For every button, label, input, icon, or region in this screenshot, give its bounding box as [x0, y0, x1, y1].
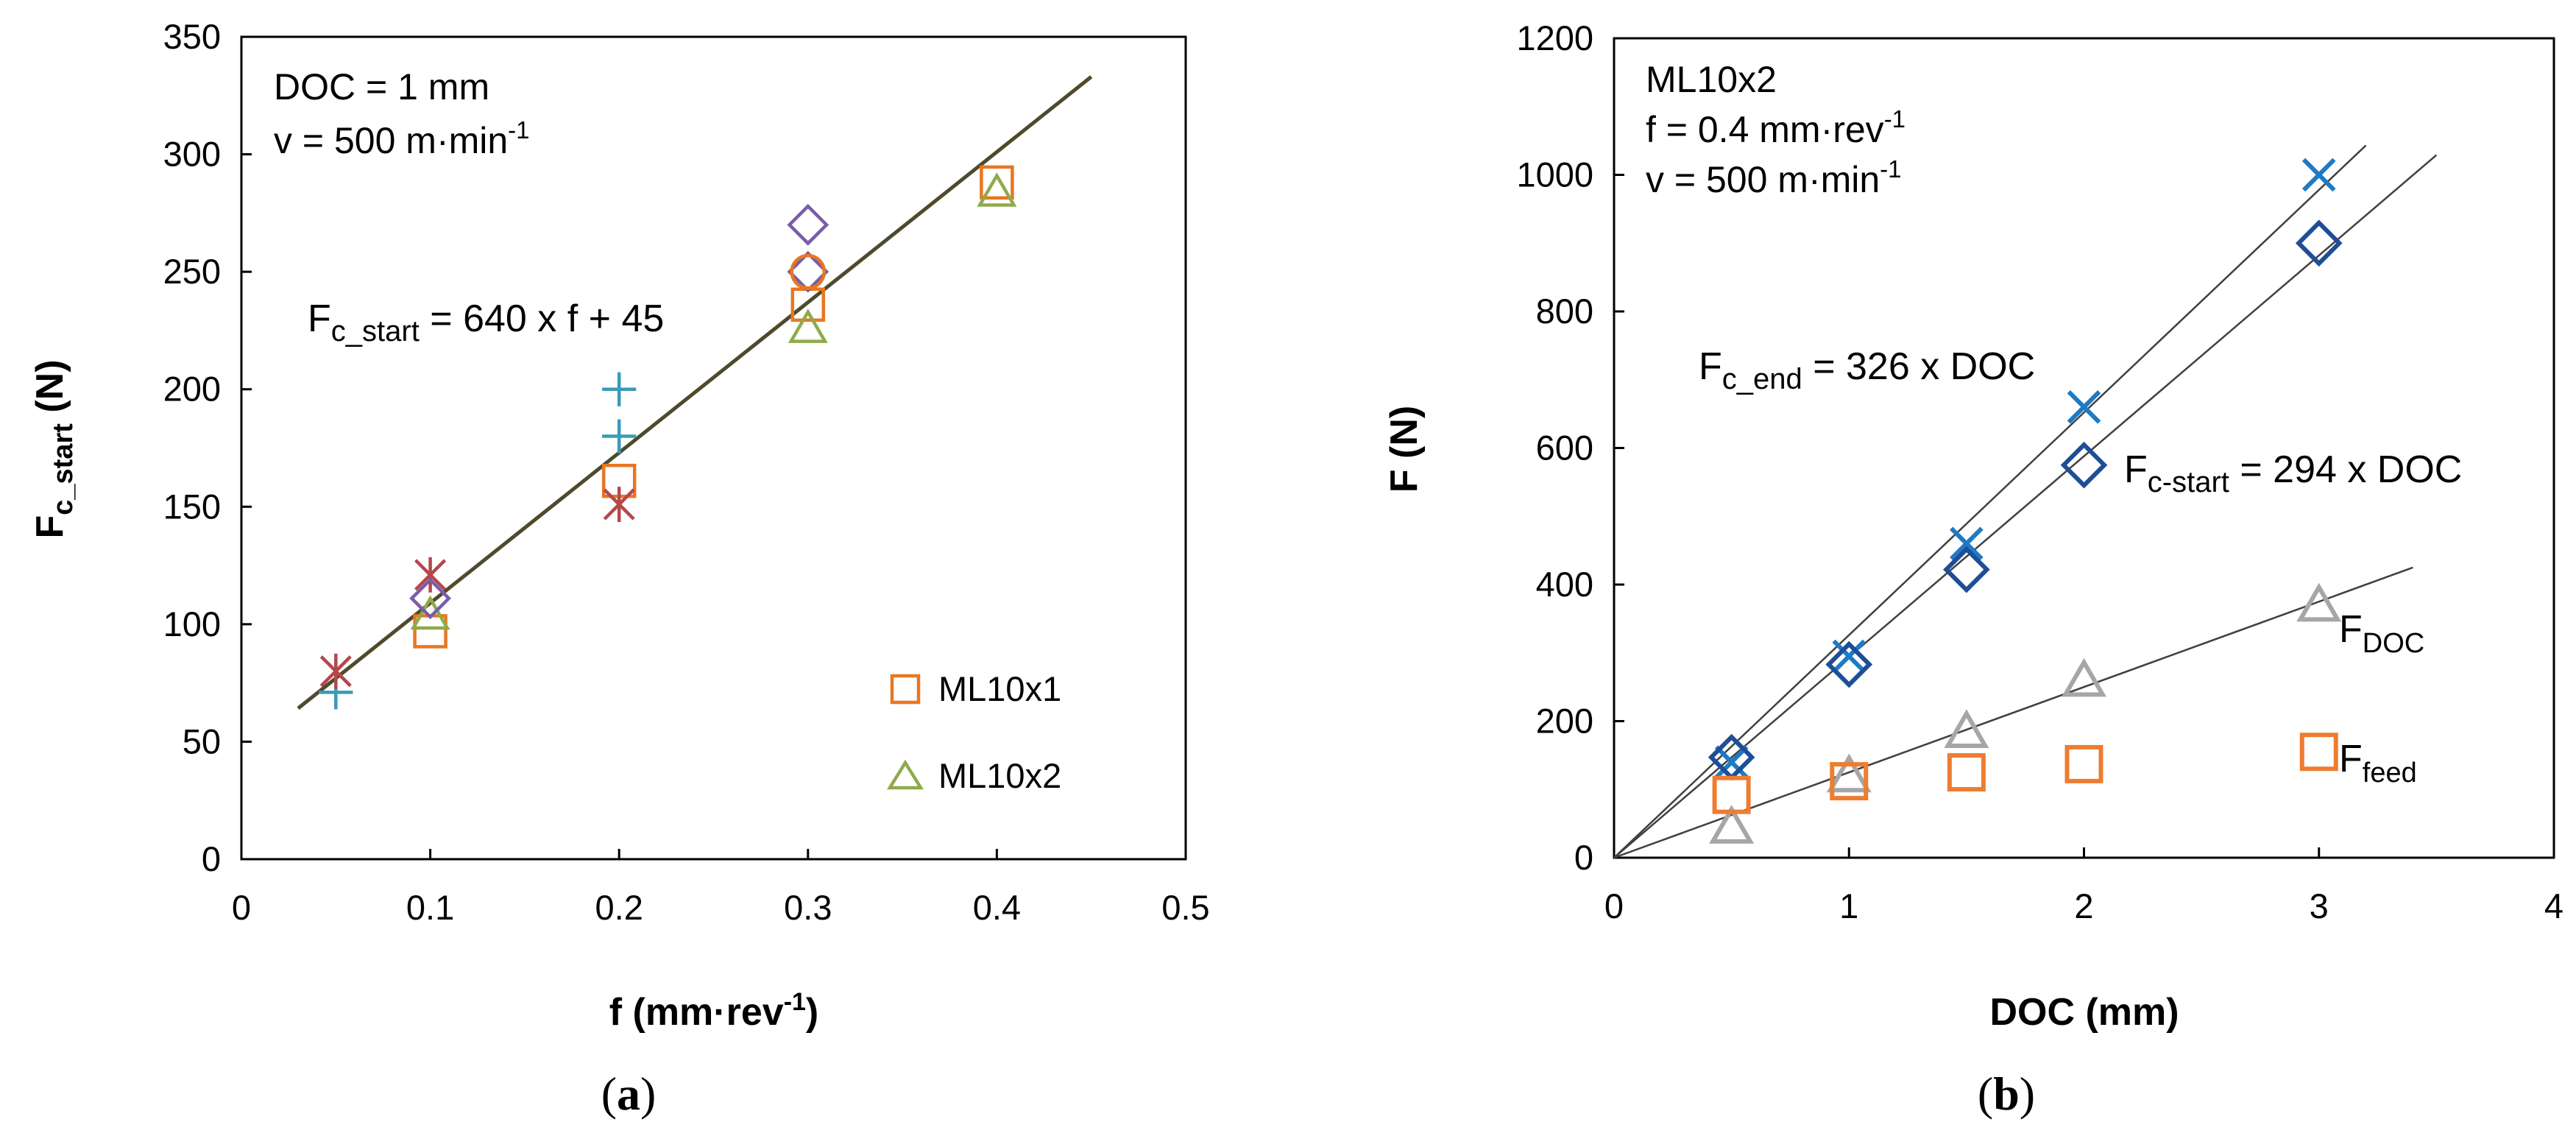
data-point-circle — [790, 253, 827, 290]
data-point-diamond — [1825, 641, 1873, 688]
panel-b-y-axis-title: F (N) — [1383, 406, 1426, 493]
data-point-diamond — [787, 203, 829, 246]
panel-b-equation-fc-start: Fc-start = 294 x DOC — [2124, 448, 2462, 498]
legend-label-ml10x2: ML10x2 — [938, 756, 1061, 795]
data-point-x — [2067, 390, 2101, 424]
fit-line-1 — [1613, 154, 2438, 858]
panel-a: 0 0.1 0.2 0.3 0.4 0.5 0 50 100 150 200 250 300 350 DO… — [29, 17, 1210, 1120]
panel-b: 0 1 2 3 4 0 200 400 600 800 1000 1200 ML10x2 f = 0.… — [1383, 18, 2563, 1120]
legend-label-ml10x1: ML10x1 — [938, 669, 1061, 708]
panel-b-annotation-material: ML10x2 — [1646, 59, 1777, 100]
data-point-triangle — [1709, 805, 1755, 844]
panel-a-markers — [319, 165, 1017, 710]
panel-b-markers — [1708, 158, 2343, 844]
data-point-x — [1832, 639, 1866, 674]
data-point-star — [603, 487, 635, 523]
x-tick-label: 3 — [2310, 886, 2329, 925]
data-point-square — [980, 165, 1014, 200]
panel-a-fit-equation: Fc_start = 640 x f + 45 — [308, 297, 664, 347]
series-label-f-doc: FDOC — [2339, 608, 2424, 659]
panel-a-ticks: 0 0.1 0.2 0.3 0.4 0.5 0 50 100 150 200 250 300 350 — [163, 17, 1210, 927]
y-tick-label: 600 — [1536, 428, 1593, 468]
data-point-plus — [602, 372, 637, 406]
data-point-square — [1830, 762, 1869, 801]
data-point-plus — [602, 419, 637, 454]
data-point-triangle — [788, 308, 828, 343]
data-point-star — [414, 557, 447, 593]
y-tick-label: 800 — [1536, 292, 1593, 331]
x-tick-label: 0 — [1604, 886, 1624, 925]
panel-a-plot-area — [240, 35, 1187, 861]
panel-b-x-axis-title: DOC (mm) — [1989, 991, 2179, 1034]
y-tick-label: 300 — [163, 135, 221, 174]
y-tick-label: 200 — [163, 370, 221, 409]
data-point-square — [1947, 753, 1986, 792]
y-tick-label: 400 — [1536, 565, 1593, 604]
x-tick-label: 0.3 — [784, 888, 832, 927]
series-label-f-feed: Ffeed — [2339, 738, 2417, 789]
data-point-diamond — [409, 577, 451, 620]
data-point-diamond — [2295, 219, 2343, 267]
legend-marker-ml10x1 — [890, 674, 921, 705]
y-tick-label: 0 — [1574, 838, 1593, 877]
y-tick-label: 1200 — [1516, 18, 1593, 57]
y-tick-label: 0 — [202, 839, 221, 878]
x-tick-label: 0.1 — [406, 888, 454, 927]
data-point-triangle — [1826, 753, 1872, 793]
x-tick-label: 0 — [232, 888, 251, 927]
panel-b-annotation-speed: v = 500 m·min-1 — [1646, 155, 1902, 200]
y-tick-label: 50 — [183, 722, 221, 761]
x-tick-label: 4 — [2544, 886, 2563, 925]
x-tick-label: 0.5 — [1161, 888, 1209, 927]
y-tick-label: 100 — [163, 604, 221, 643]
panel-a-y-axis-title: Fc_start (N) — [29, 359, 79, 538]
y-tick-label: 250 — [163, 252, 221, 291]
data-point-x — [2301, 158, 2336, 192]
panel-b-equation-fc-end: Fc_end = 326 x DOC — [1699, 345, 2035, 395]
data-point-square — [2299, 733, 2338, 772]
panel-a-subfigure-label: (a) — [601, 1068, 657, 1120]
data-point-x — [1950, 526, 1984, 561]
panel-b-subfigure-label: (b) — [1978, 1068, 2035, 1120]
data-point-triangle — [2061, 657, 2107, 697]
panel-a-annotation-doc: DOC = 1 mm — [274, 66, 489, 107]
x-tick-label: 2 — [2074, 886, 2093, 925]
data-point-triangle — [977, 172, 1017, 207]
data-point-star — [319, 653, 352, 689]
data-point-diamond — [2060, 441, 2108, 489]
data-point-square — [2064, 744, 2103, 783]
panel-a-legend: ML10x1 ML10x2 — [886, 669, 1061, 795]
data-point-x — [1714, 745, 1749, 779]
y-tick-label: 1000 — [1516, 155, 1593, 194]
fit-line-0 — [1613, 144, 2367, 858]
panel-b-ticks: 0 1 2 3 4 0 200 400 600 800 1000 1200 — [1516, 18, 2563, 925]
y-tick-label: 150 — [163, 487, 221, 526]
data-point-square — [1712, 775, 1751, 814]
panel-a-annotation-speed: v = 500 m·min-1 — [274, 116, 530, 161]
data-point-diamond — [1943, 546, 1990, 593]
data-point-triangle — [1944, 709, 1989, 748]
x-tick-label: 0.4 — [973, 888, 1021, 927]
data-point-triangle — [410, 595, 450, 630]
data-point-diamond — [787, 250, 829, 293]
data-point-triangle — [2296, 582, 2342, 622]
panel-b-annotation-feed: f = 0.4 mm·rev-1 — [1646, 105, 1906, 150]
y-tick-label: 350 — [163, 17, 221, 56]
panel-a-fit-line — [297, 75, 1093, 710]
x-tick-label: 0.2 — [595, 888, 643, 927]
legend-marker-ml10x2 — [886, 759, 924, 790]
panel-a-x-axis-title: f (mm·rev-1) — [609, 988, 819, 1034]
panel-b-fit-lines — [1613, 144, 2438, 859]
y-tick-label: 200 — [1536, 702, 1593, 741]
x-tick-label: 1 — [1839, 886, 1858, 925]
